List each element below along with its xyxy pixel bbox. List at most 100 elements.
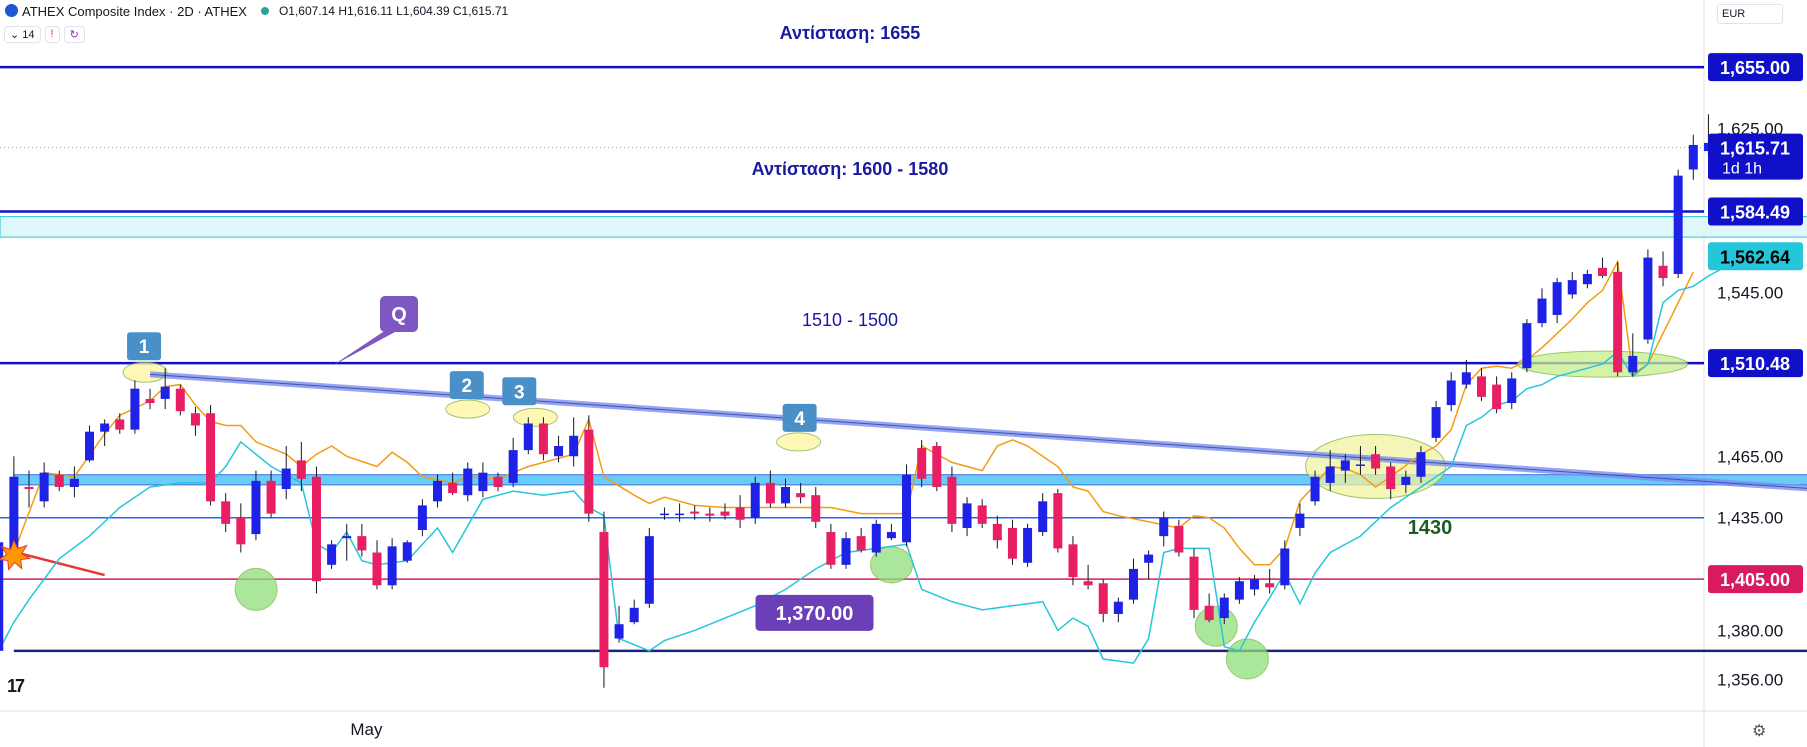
axis-price-text: 1,510.48 xyxy=(1720,354,1790,374)
candle-body xyxy=(1189,556,1199,610)
candle-body xyxy=(765,482,775,504)
descending-trendline-core xyxy=(150,373,1807,489)
candle-body xyxy=(902,474,912,543)
candle-body xyxy=(826,532,836,565)
candle-body xyxy=(1340,460,1350,471)
axis-price-text: 1,655.00 xyxy=(1720,58,1790,78)
candle-body xyxy=(115,419,125,430)
candle-body xyxy=(871,523,881,553)
candle-body xyxy=(1431,407,1441,438)
candle-body xyxy=(39,472,49,502)
x-tick-label: May xyxy=(350,720,383,739)
candle-body xyxy=(1159,517,1169,537)
candle-body xyxy=(130,388,140,430)
axis-price-label xyxy=(1708,197,1803,226)
candle-body xyxy=(1386,466,1396,490)
candle-body xyxy=(796,493,806,498)
candle-body xyxy=(1295,513,1305,528)
candle-body xyxy=(599,532,609,668)
candle-body xyxy=(281,468,291,490)
breakout-star-icon xyxy=(0,539,32,571)
candle-body xyxy=(917,448,927,479)
candle-body xyxy=(1582,273,1592,285)
candle-body xyxy=(100,423,110,432)
candle-body xyxy=(629,607,639,623)
candle-body xyxy=(750,482,760,518)
candle-body xyxy=(659,513,669,516)
axis-price-label xyxy=(1708,133,1803,180)
axis-price-text: 1,584.49 xyxy=(1720,203,1790,223)
candle-body xyxy=(614,624,624,639)
level-1430-label: 1430 xyxy=(1408,517,1453,539)
marker-label: 3 xyxy=(514,382,525,403)
candle-body xyxy=(160,386,170,399)
candle-body xyxy=(417,505,427,530)
candle-body xyxy=(1038,501,1048,533)
candle-body xyxy=(327,544,337,565)
candle-body xyxy=(402,542,412,561)
candle-body xyxy=(584,429,594,514)
candle-body xyxy=(690,511,700,514)
candle-body xyxy=(1083,581,1093,586)
candle-body xyxy=(1371,454,1381,469)
y-tick-label: 1,356.00 xyxy=(1717,671,1783,690)
red-trendline xyxy=(0,547,105,577)
marker-box xyxy=(502,377,537,406)
axis-price-label xyxy=(1708,565,1803,594)
candle-body xyxy=(1007,527,1017,559)
candle-body xyxy=(811,495,821,522)
warning-button[interactable]: ! xyxy=(44,26,60,43)
axis-price-text: 1,405.00 xyxy=(1720,570,1790,590)
marker-box xyxy=(449,371,484,400)
candle-body xyxy=(85,431,95,461)
candle-body xyxy=(296,460,306,479)
highlight-zone xyxy=(512,407,558,427)
refresh-icon[interactable]: ↻ xyxy=(63,26,85,43)
axis-price-text: 1,615.71 xyxy=(1720,139,1790,159)
candle-body xyxy=(236,517,246,545)
countdown-text: 1d 1h xyxy=(1722,161,1762,178)
candle-body xyxy=(206,413,216,502)
candle-body xyxy=(221,501,231,524)
candle-body xyxy=(1673,175,1683,274)
candle-body xyxy=(372,552,382,586)
candle-body xyxy=(493,476,503,487)
resistance-1655-label: Αντίσταση: 1655 xyxy=(780,23,921,43)
tradingview-logo: 17 xyxy=(7,676,25,696)
candle-body xyxy=(1355,464,1365,466)
candle-body xyxy=(1688,144,1698,170)
chart-header: ATHEX Composite Index · 2D · ATHEX O1,60… xyxy=(0,0,508,22)
candle-body xyxy=(644,536,654,604)
candle-body xyxy=(387,546,397,586)
candle-body xyxy=(342,536,352,539)
candle-body xyxy=(0,542,4,651)
marker-box xyxy=(782,403,817,432)
candle-body xyxy=(735,507,745,520)
candle-body xyxy=(1204,605,1214,621)
candle-body xyxy=(1219,597,1229,619)
candle-body xyxy=(1598,267,1608,277)
candle-body xyxy=(1310,476,1320,502)
y-tick-label: 1,435.00 xyxy=(1717,509,1783,528)
candle-body xyxy=(1446,380,1456,406)
ohlc-readout: O1,607.14 H1,616.11 L1,604.39 C1,615.71 xyxy=(278,4,509,18)
currency-select[interactable]: EUR xyxy=(1717,4,1783,24)
settings-gear-icon[interactable]: ⚙ xyxy=(1752,723,1767,740)
candle-body xyxy=(947,476,957,524)
candle-body xyxy=(675,513,685,516)
candle-body xyxy=(1537,298,1547,324)
candle-body xyxy=(433,480,443,502)
candle-body xyxy=(1492,384,1502,410)
candle-body xyxy=(1128,568,1138,600)
candle-body xyxy=(856,536,866,551)
marker-label: 4 xyxy=(794,409,805,430)
symbol-title[interactable]: ATHEX Composite Index · 2D · ATHEX xyxy=(22,3,247,19)
candle-body xyxy=(1144,554,1154,563)
range-1510-label: 1510 - 1500 xyxy=(802,310,898,330)
indicator-count-button[interactable]: ⌄ 14 xyxy=(4,26,41,43)
candle-body xyxy=(538,423,548,455)
candle-body xyxy=(1643,257,1653,340)
candle-body xyxy=(1053,493,1063,549)
candle-body xyxy=(1401,476,1411,485)
